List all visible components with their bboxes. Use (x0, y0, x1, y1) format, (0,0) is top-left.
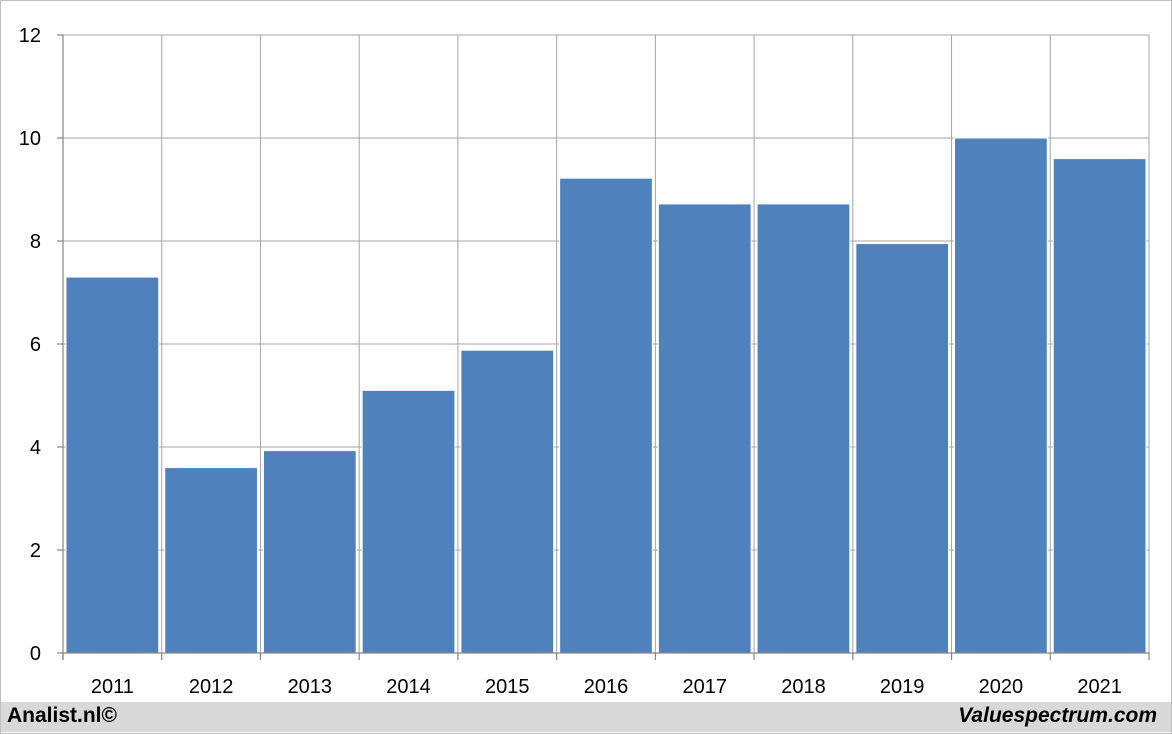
y-tick-label: 10 (19, 128, 41, 150)
x-tick-label: 2016 (584, 676, 629, 698)
bar (164, 467, 258, 654)
bar (954, 137, 1048, 654)
y-tick-label: 0 (30, 643, 41, 665)
x-tick-label: 2021 (1077, 676, 1122, 698)
y-tick-label: 2 (30, 540, 41, 562)
x-tick-label: 2019 (880, 676, 925, 698)
axes (57, 34, 1150, 660)
x-tick-label: 2020 (979, 676, 1024, 698)
x-tick-label: 2017 (682, 676, 727, 698)
x-tick-label: 2011 (91, 676, 134, 698)
bar (657, 203, 752, 654)
bar (756, 203, 851, 654)
y-tick-label: 6 (30, 334, 41, 356)
x-tick-label: 2018 (781, 676, 826, 698)
grid-lines (63, 34, 1150, 653)
bar (855, 243, 950, 654)
bar (460, 349, 555, 654)
y-tick-label: 12 (19, 25, 41, 47)
bar (1052, 158, 1147, 654)
x-tick-label: 2015 (485, 676, 530, 698)
x-tick-labels: 2011 2012 2013 2014 2015 2016 2017 2018 2019 2020… (91, 676, 1122, 698)
y-tick-label: 4 (30, 437, 41, 459)
x-tick-label: 2013 (288, 676, 333, 698)
footer-brand-label: Valuespectrum.com (958, 704, 1157, 727)
bar (361, 389, 456, 654)
x-tick-label: 2014 (386, 676, 431, 698)
x-tick-label: 2012 (189, 676, 234, 698)
bar (559, 177, 653, 654)
footer-bar: Analist.nl© Valuespectrum.com (1, 702, 1171, 732)
y-tick-labels: 0 2 4 6 8 10 12 (19, 25, 41, 665)
bar (65, 276, 160, 654)
bar (262, 450, 357, 654)
y-tick-label: 8 (30, 231, 41, 253)
footer-source-label: Analist.nl© (7, 704, 117, 727)
bars (65, 137, 1147, 654)
